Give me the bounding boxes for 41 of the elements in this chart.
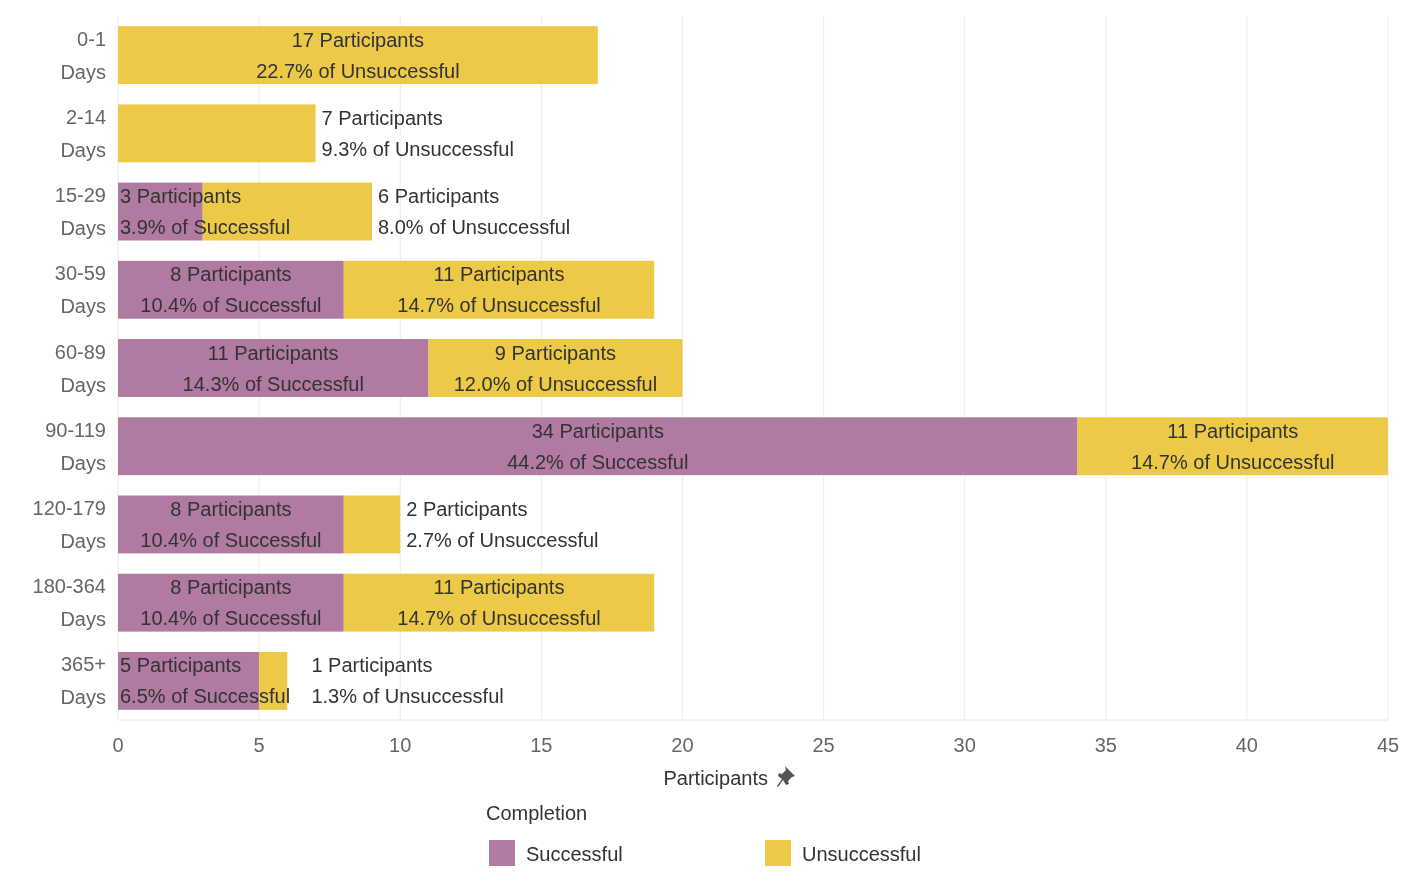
data-label: 8 Participants 10.4% of Successful bbox=[140, 263, 322, 317]
data-label: 7 Participants 9.3% of Unsuccessful bbox=[321, 106, 514, 160]
legend-title: Completion bbox=[486, 802, 588, 824]
data-label: 11 Participants 14.7% of Unsuccessful bbox=[397, 263, 601, 317]
x-tick-label: 30 bbox=[953, 734, 976, 756]
x-axis-title: Participants bbox=[663, 767, 768, 789]
y-tick-label: 2-14 Days bbox=[60, 105, 106, 161]
data-label: 9 Participants 12.0% of Unsuccessful bbox=[453, 341, 658, 395]
data-label: 1 Participants 1.3% of Unsuccessful bbox=[311, 654, 504, 708]
y-tick-label: 90-119 Days bbox=[45, 418, 106, 474]
data-label: 34 Participants 44.2% of Successful bbox=[507, 419, 689, 473]
x-tick-label: 25 bbox=[812, 734, 835, 756]
y-tick-label: 60-89 Days bbox=[54, 340, 106, 396]
bar bbox=[118, 26, 598, 85]
bar bbox=[118, 104, 316, 163]
data-label: 11 Participants 14.3% of Successful bbox=[182, 341, 364, 395]
y-tick-label: 30-59 Days bbox=[54, 262, 106, 318]
x-tick-label: 35 bbox=[1094, 734, 1117, 756]
y-tick-label: 0-1 Days bbox=[60, 27, 106, 83]
x-tick-label: 20 bbox=[671, 734, 694, 756]
bar bbox=[343, 495, 401, 554]
data-label: 11 Participants 14.7% of Unsuccessful bbox=[1131, 419, 1335, 473]
x-tick-label: 10 bbox=[389, 734, 412, 756]
data-label: 8 Participants 10.4% of Successful bbox=[140, 576, 322, 630]
x-tick-label: 5 bbox=[253, 734, 265, 756]
legend-label: Successful bbox=[526, 843, 623, 865]
x-tick-label: 0 bbox=[112, 734, 124, 756]
data-label: 6 Participants 8.0% of Unsuccessful bbox=[378, 185, 571, 239]
y-tick-label: 15-29 Days bbox=[54, 184, 106, 240]
y-tick-label: 120-179 Days bbox=[32, 496, 106, 552]
data-label: 11 Participants 14.7% of Unsuccessful bbox=[397, 576, 601, 630]
x-tick-label: 15 bbox=[530, 734, 553, 756]
legend-label: Unsuccessful bbox=[802, 843, 921, 865]
y-tick-label: 365+ Days bbox=[60, 653, 106, 709]
y-tick-label: 180-364 Days bbox=[32, 575, 106, 631]
x-tick-label: 45 bbox=[1376, 734, 1400, 756]
data-label: 8 Participants 10.4% of Successful bbox=[140, 497, 322, 551]
bar bbox=[118, 417, 1078, 476]
data-label: 2 Participants 2.7% of Unsuccessful bbox=[406, 497, 599, 551]
data-label: 17 Participants 22.7% of Unsuccessful bbox=[256, 28, 460, 82]
x-tick-label: 40 bbox=[1235, 734, 1259, 756]
